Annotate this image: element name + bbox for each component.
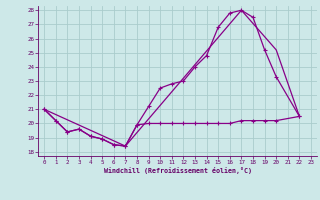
X-axis label: Windchill (Refroidissement éolien,°C): Windchill (Refroidissement éolien,°C) bbox=[104, 167, 252, 174]
